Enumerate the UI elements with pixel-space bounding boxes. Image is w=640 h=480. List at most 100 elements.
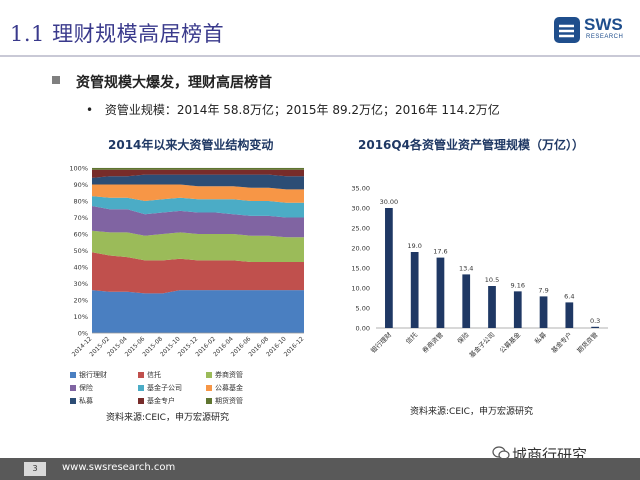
legend-item: 基金子公司 (138, 383, 206, 393)
y-tick-label: 35.00 (351, 185, 370, 193)
sws-logo (554, 17, 580, 43)
y-tick-label: 30.00 (351, 205, 370, 213)
logo-sub: RESEARCH (586, 34, 624, 40)
y-tick-label: 60% (74, 231, 88, 239)
bar (565, 302, 574, 328)
bar (488, 286, 496, 328)
title-divider (0, 55, 640, 57)
legend-swatch (70, 372, 76, 378)
y-tick-label: 30% (74, 280, 88, 288)
data-label: 7.9 (538, 286, 548, 294)
bar (410, 252, 419, 328)
y-tick-label: 100% (69, 165, 88, 173)
y-tick-label: 25.00 (351, 225, 370, 233)
y-tick-label: 0.00 (356, 325, 370, 333)
bar (436, 257, 445, 328)
x-tick-label: 信托 (404, 330, 420, 346)
data-label: 13.4 (459, 264, 473, 272)
stacked-area-chart: 0%10%20%30%40%50%60%70%80%90%100%2014-12… (69, 165, 306, 359)
legend-swatch (138, 385, 144, 391)
legend-swatch (70, 385, 76, 391)
area-series-9 (92, 168, 304, 170)
legend-swatch (206, 398, 212, 404)
area-series-3 (92, 230, 304, 262)
legend-label: 券商资管 (215, 371, 243, 379)
area-series-5 (92, 196, 304, 218)
bar (385, 208, 393, 328)
legend-item: 银行理财 (70, 370, 138, 380)
legend-item: 私募 (70, 396, 138, 406)
area-chart-legend: 银行理财 信托 券商资管保险 基金子公司 公募基金私募 基金专户 期货资管 (70, 370, 310, 409)
x-tick-label: 银行理财 (369, 330, 394, 355)
page-title: 1.1 理财规模高居榜首 (10, 22, 225, 46)
y-tick-label: 20.00 (351, 245, 370, 253)
left-chart-source: 资料来源:CEIC，申万宏源研究 (106, 413, 229, 423)
bar (591, 326, 599, 328)
legend-item: 公募基金 (206, 383, 274, 393)
data-label: 0.3 (590, 317, 600, 325)
x-tick-label: 基金专户 (549, 330, 574, 355)
x-tick-label: 私募 (532, 330, 548, 346)
sub-bullet-text: 资管业规模：2014年 58.8万亿；2015年 89.2万亿；2016年 11… (104, 103, 500, 117)
square-bullet-icon (52, 76, 60, 84)
area-series-8 (92, 169, 304, 178)
y-tick-label: 20% (74, 297, 88, 305)
y-tick-label: 10.00 (351, 285, 370, 293)
right-chart-title: 2016Q4各资管业资产管理规模（万亿）） (358, 138, 584, 152)
x-tick-label: 基金子公司 (467, 330, 496, 359)
legend-item: 信托 (138, 370, 206, 380)
bar (539, 296, 548, 328)
legend-swatch (70, 398, 76, 404)
y-tick-label: 50% (74, 247, 88, 255)
legend-item: 基金专户 (138, 396, 206, 406)
page-number: 3 (24, 462, 46, 476)
bar-chart: 0.00 5.00 10.00 15.00 20.00 25.00 30.00 35.00 30… (351, 185, 608, 359)
legend-item: 保险 (70, 383, 138, 393)
main-bullet: 资管规模大爆发，理财高居榜首 (52, 72, 272, 92)
legend-label: 公募基金 (215, 384, 243, 392)
legend-swatch (138, 372, 144, 378)
bar (462, 274, 471, 328)
area-series-6 (92, 184, 304, 203)
x-tick-label: 公募基金 (497, 330, 522, 355)
data-label: 30.00 (380, 198, 399, 206)
y-tick-label: 80% (74, 198, 88, 206)
legend-label: 信托 (147, 371, 161, 379)
area-series-4 (92, 206, 304, 238)
y-tick-label: 5.00 (356, 305, 370, 313)
data-label: 17.6 (433, 248, 447, 256)
main-bullet-text: 资管规模大爆发，理财高居榜首 (76, 75, 272, 91)
dot-bullet-icon: • (86, 103, 94, 117)
legend-label: 私募 (79, 397, 93, 405)
footer-bar (0, 458, 640, 480)
legend-label: 期货资管 (215, 397, 243, 405)
data-label: 19.0 (407, 242, 421, 250)
legend-label: 基金子公司 (147, 384, 182, 392)
y-tick-label: 40% (74, 264, 88, 272)
area-series-7 (92, 174, 304, 190)
legend-label: 基金专户 (147, 397, 175, 405)
legend-swatch (138, 398, 144, 404)
legend-swatch (206, 385, 212, 391)
area-series-1 (92, 290, 304, 333)
y-tick-label: 70% (74, 214, 88, 222)
legend-label: 银行理财 (79, 371, 107, 379)
x-tick-label: 券商资管 (420, 330, 445, 355)
right-chart-source: 资料来源:CEIC，申万宏源研究 (410, 407, 533, 417)
x-tick-label: 保险 (455, 330, 471, 346)
area-series-2 (92, 252, 304, 294)
logo-brand: SWS (584, 15, 623, 34)
y-tick-label: 15.00 (351, 265, 370, 273)
x-tick-label: 期货资管 (575, 330, 600, 355)
x-tick-label: 2016-12 (283, 335, 306, 358)
sub-bullet: • 资管业规模：2014年 58.8万亿；2015年 89.2万亿；2016年 … (86, 101, 500, 118)
legend-item: 期货资管 (206, 396, 274, 406)
footer-link[interactable]: www.swsresearch.com (62, 462, 176, 473)
data-label: 6.4 (564, 292, 574, 300)
y-tick-label: 0% (78, 330, 88, 338)
left-chart-title: 2014年以来大资管业结构变动 (108, 138, 274, 152)
legend-label: 保险 (79, 384, 93, 392)
y-tick-label: 90% (74, 181, 88, 189)
legend-item: 券商资管 (206, 370, 274, 380)
y-tick-label: 10% (74, 313, 88, 321)
